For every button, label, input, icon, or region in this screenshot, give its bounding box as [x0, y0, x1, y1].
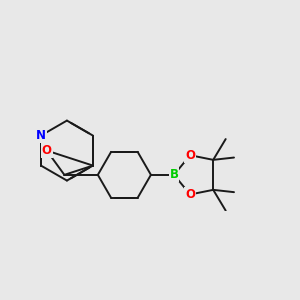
Text: N: N — [36, 129, 46, 142]
Text: O: O — [42, 144, 52, 157]
Text: O: O — [185, 188, 195, 201]
Text: B: B — [169, 168, 178, 181]
Text: O: O — [185, 149, 195, 162]
